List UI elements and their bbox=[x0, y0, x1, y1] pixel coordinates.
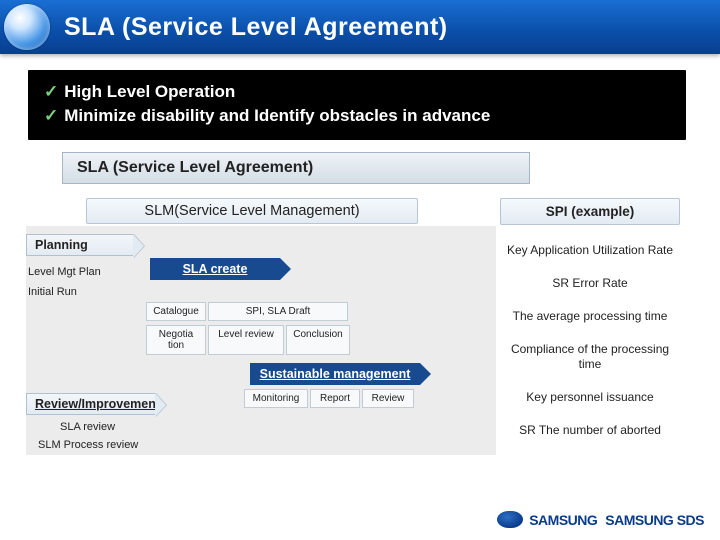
list-item: Level Mgt Plan bbox=[28, 266, 122, 278]
cell: Level review bbox=[208, 325, 284, 355]
spi-item: Compliance of the processing time bbox=[500, 342, 680, 372]
spi-item: Key personnel issuance bbox=[500, 390, 680, 405]
logo-badge-icon bbox=[497, 511, 523, 528]
planning-row: Planning bbox=[26, 234, 496, 256]
cell: Report bbox=[310, 389, 360, 408]
planning-label: Planning bbox=[35, 238, 88, 252]
cell: Conclusion bbox=[286, 325, 350, 355]
spi-item: Key Application Utilization Rate bbox=[500, 243, 680, 258]
cell: SPI, SLA Draft bbox=[208, 302, 348, 321]
brand-1: SAMSUNG bbox=[529, 512, 597, 528]
planning-arrow: Planning bbox=[26, 234, 134, 256]
spi-column: SPI (example) Key Application Utilizatio… bbox=[500, 192, 700, 451]
bullet-row: ✓ High Level Operation bbox=[44, 82, 670, 102]
create-block: SLA create bbox=[122, 258, 280, 298]
list-item: Initial Run bbox=[28, 286, 122, 298]
create-grid-1: Catalogue SPI, SLA Draft bbox=[146, 302, 496, 321]
main-row: SLM(Service Level Management) Planning L… bbox=[0, 192, 720, 451]
planning-items: Level Mgt Plan Initial Run bbox=[26, 258, 122, 298]
slm-heading: SLM(Service Level Management) bbox=[86, 198, 418, 224]
brand-2: SAMSUNG SDS bbox=[605, 512, 704, 528]
spi-item: SR Error Rate bbox=[500, 276, 680, 291]
sla-banner: SLA (Service Level Agreement) bbox=[62, 152, 530, 184]
cell: Monitoring bbox=[244, 389, 308, 408]
sla-create-label: SLA create bbox=[183, 262, 248, 276]
review-label: Review/Improvement bbox=[35, 397, 160, 411]
header-bar: SLA (Service Level Agreement) bbox=[0, 0, 720, 54]
sustain-arrow: Sustainable management bbox=[250, 363, 420, 385]
slm-diagram: SLM(Service Level Management) Planning L… bbox=[0, 192, 500, 451]
check-icon: ✓ bbox=[44, 82, 58, 101]
bullet-box: ✓ High Level Operation ✓ Minimize disabili… bbox=[28, 70, 686, 140]
bullet-text: High Level Operation bbox=[64, 82, 235, 101]
list-item: SLM Process review bbox=[38, 439, 156, 451]
sustain-label: Sustainable management bbox=[260, 367, 411, 381]
cell: Review bbox=[362, 389, 414, 408]
spi-item: SR The number of aborted bbox=[500, 423, 680, 438]
review-arrow: Review/Improvement bbox=[26, 393, 156, 415]
bullet-row: ✓ Minimize disability and Identify obstac… bbox=[44, 106, 670, 126]
header-orb-icon bbox=[4, 4, 50, 50]
cell: Catalogue bbox=[146, 302, 206, 321]
create-grid-2: Negotia tion Level review Conclusion bbox=[146, 325, 496, 355]
spi-heading: SPI (example) bbox=[500, 198, 680, 225]
list-item: SLA review bbox=[60, 421, 156, 433]
sla-create-arrow: SLA create bbox=[150, 258, 280, 280]
sustain-cells: Monitoring Report Review bbox=[244, 389, 414, 408]
footer-logos: SAMSUNG SAMSUNG SDS bbox=[497, 511, 704, 528]
spi-item: The average processing time bbox=[500, 309, 680, 324]
check-icon: ✓ bbox=[44, 106, 58, 125]
cell: Negotia tion bbox=[146, 325, 206, 355]
bullet-text: Minimize disability and Identify obstacl… bbox=[64, 106, 490, 125]
page-title: SLA (Service Level Agreement) bbox=[64, 13, 448, 42]
